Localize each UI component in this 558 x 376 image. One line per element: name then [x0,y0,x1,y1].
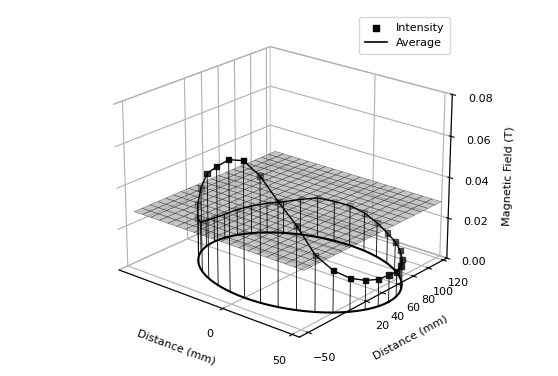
Y-axis label: Distance (mm): Distance (mm) [372,314,450,362]
X-axis label: Distance (mm): Distance (mm) [136,328,217,366]
Legend: Intensity, Average: Intensity, Average [359,17,450,54]
